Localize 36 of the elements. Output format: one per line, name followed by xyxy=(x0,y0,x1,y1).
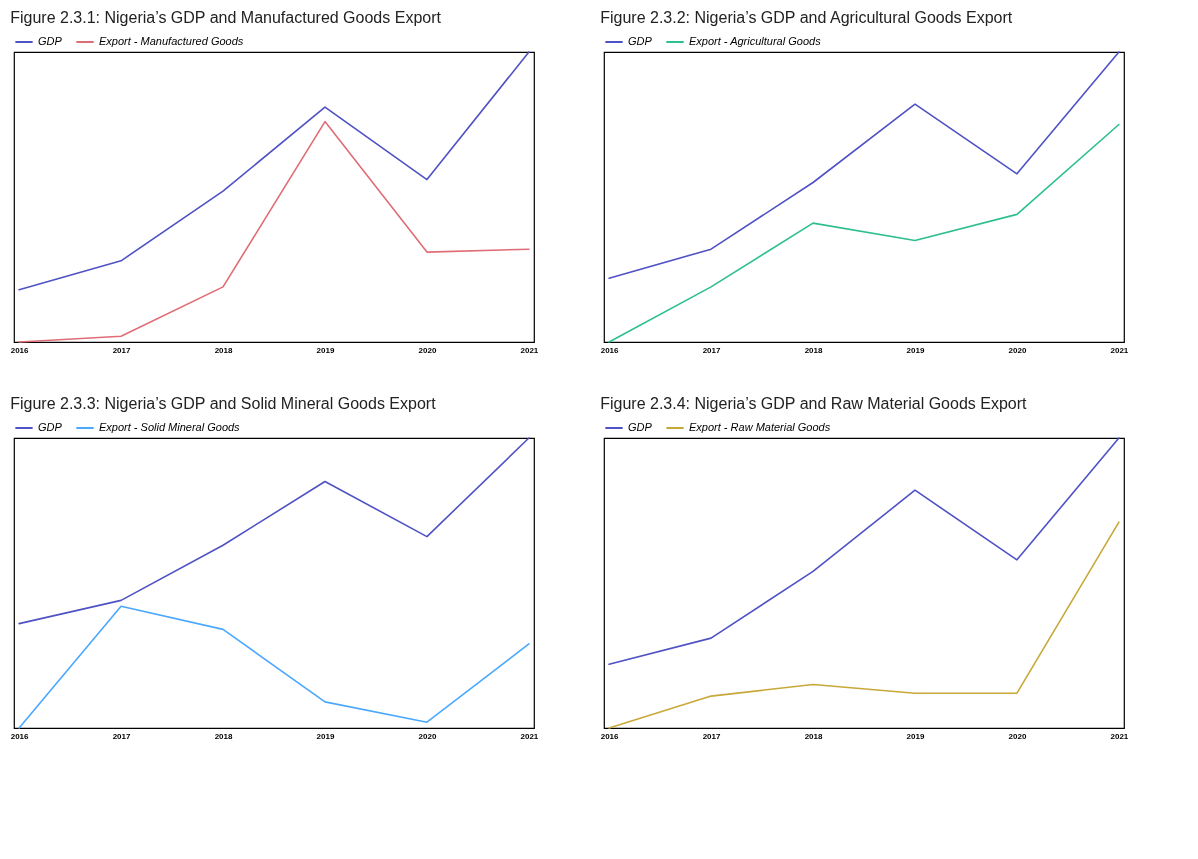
x-tick-label: 2021 xyxy=(520,731,539,741)
x-tick-label: 2021 xyxy=(520,345,539,355)
x-tick-label: 2021 xyxy=(1110,345,1129,355)
x-tick-label: 2018 xyxy=(214,345,233,355)
x-tick-label: 2021 xyxy=(1110,731,1129,741)
x-tick-label: 2018 xyxy=(804,345,823,355)
x-tick-label: 2017 xyxy=(702,731,722,741)
x-tick-label: 2020 xyxy=(418,731,437,741)
x-tick-label: 2017 xyxy=(112,731,132,741)
legend-label: GDP xyxy=(628,421,653,433)
chart-title: Figure 2.3.3: Nigeria’s GDP and Solid Mineral Goods Export xyxy=(10,395,437,412)
x-tick-label: 2017 xyxy=(112,345,132,355)
x-tick-label: 2019 xyxy=(906,345,925,355)
legend-label: Export - Manufactured Goods xyxy=(99,35,244,47)
x-tick-label: 2016 xyxy=(10,345,30,355)
chart-title: Figure 2.3.4: Nigeria’s GDP and Raw Material Goods Export xyxy=(600,395,1028,412)
legend-label: Export - Raw Material Goods xyxy=(689,421,831,433)
x-tick-label: 2016 xyxy=(600,731,620,741)
legend-label: GDP xyxy=(628,35,653,47)
x-tick-label: 2016 xyxy=(600,345,620,355)
x-tick-label: 2020 xyxy=(1008,731,1027,741)
legend-label: GDP xyxy=(38,421,63,433)
x-tick-label: 2019 xyxy=(316,731,335,741)
legend-label: GDP xyxy=(38,35,63,47)
x-tick-label: 2020 xyxy=(418,345,437,355)
legend-label: Export - Agricultural Goods xyxy=(689,35,822,47)
x-tick-label: 2019 xyxy=(906,731,925,741)
x-tick-label: 2018 xyxy=(804,731,823,741)
x-tick-label: 2020 xyxy=(1008,345,1027,355)
x-tick-label: 2018 xyxy=(214,731,233,741)
legend-label: Export - Solid Mineral Goods xyxy=(99,421,241,433)
x-tick-label: 2016 xyxy=(10,731,30,741)
chart-title: Figure 2.3.1: Nigeria’s GDP and Manufactured Goods Export xyxy=(10,9,442,26)
chart-title: Figure 2.3.2: Nigeria’s GDP and Agricultural Goods Export xyxy=(600,9,1013,26)
x-tick-label: 2017 xyxy=(702,345,722,355)
x-tick-label: 2019 xyxy=(316,345,335,355)
